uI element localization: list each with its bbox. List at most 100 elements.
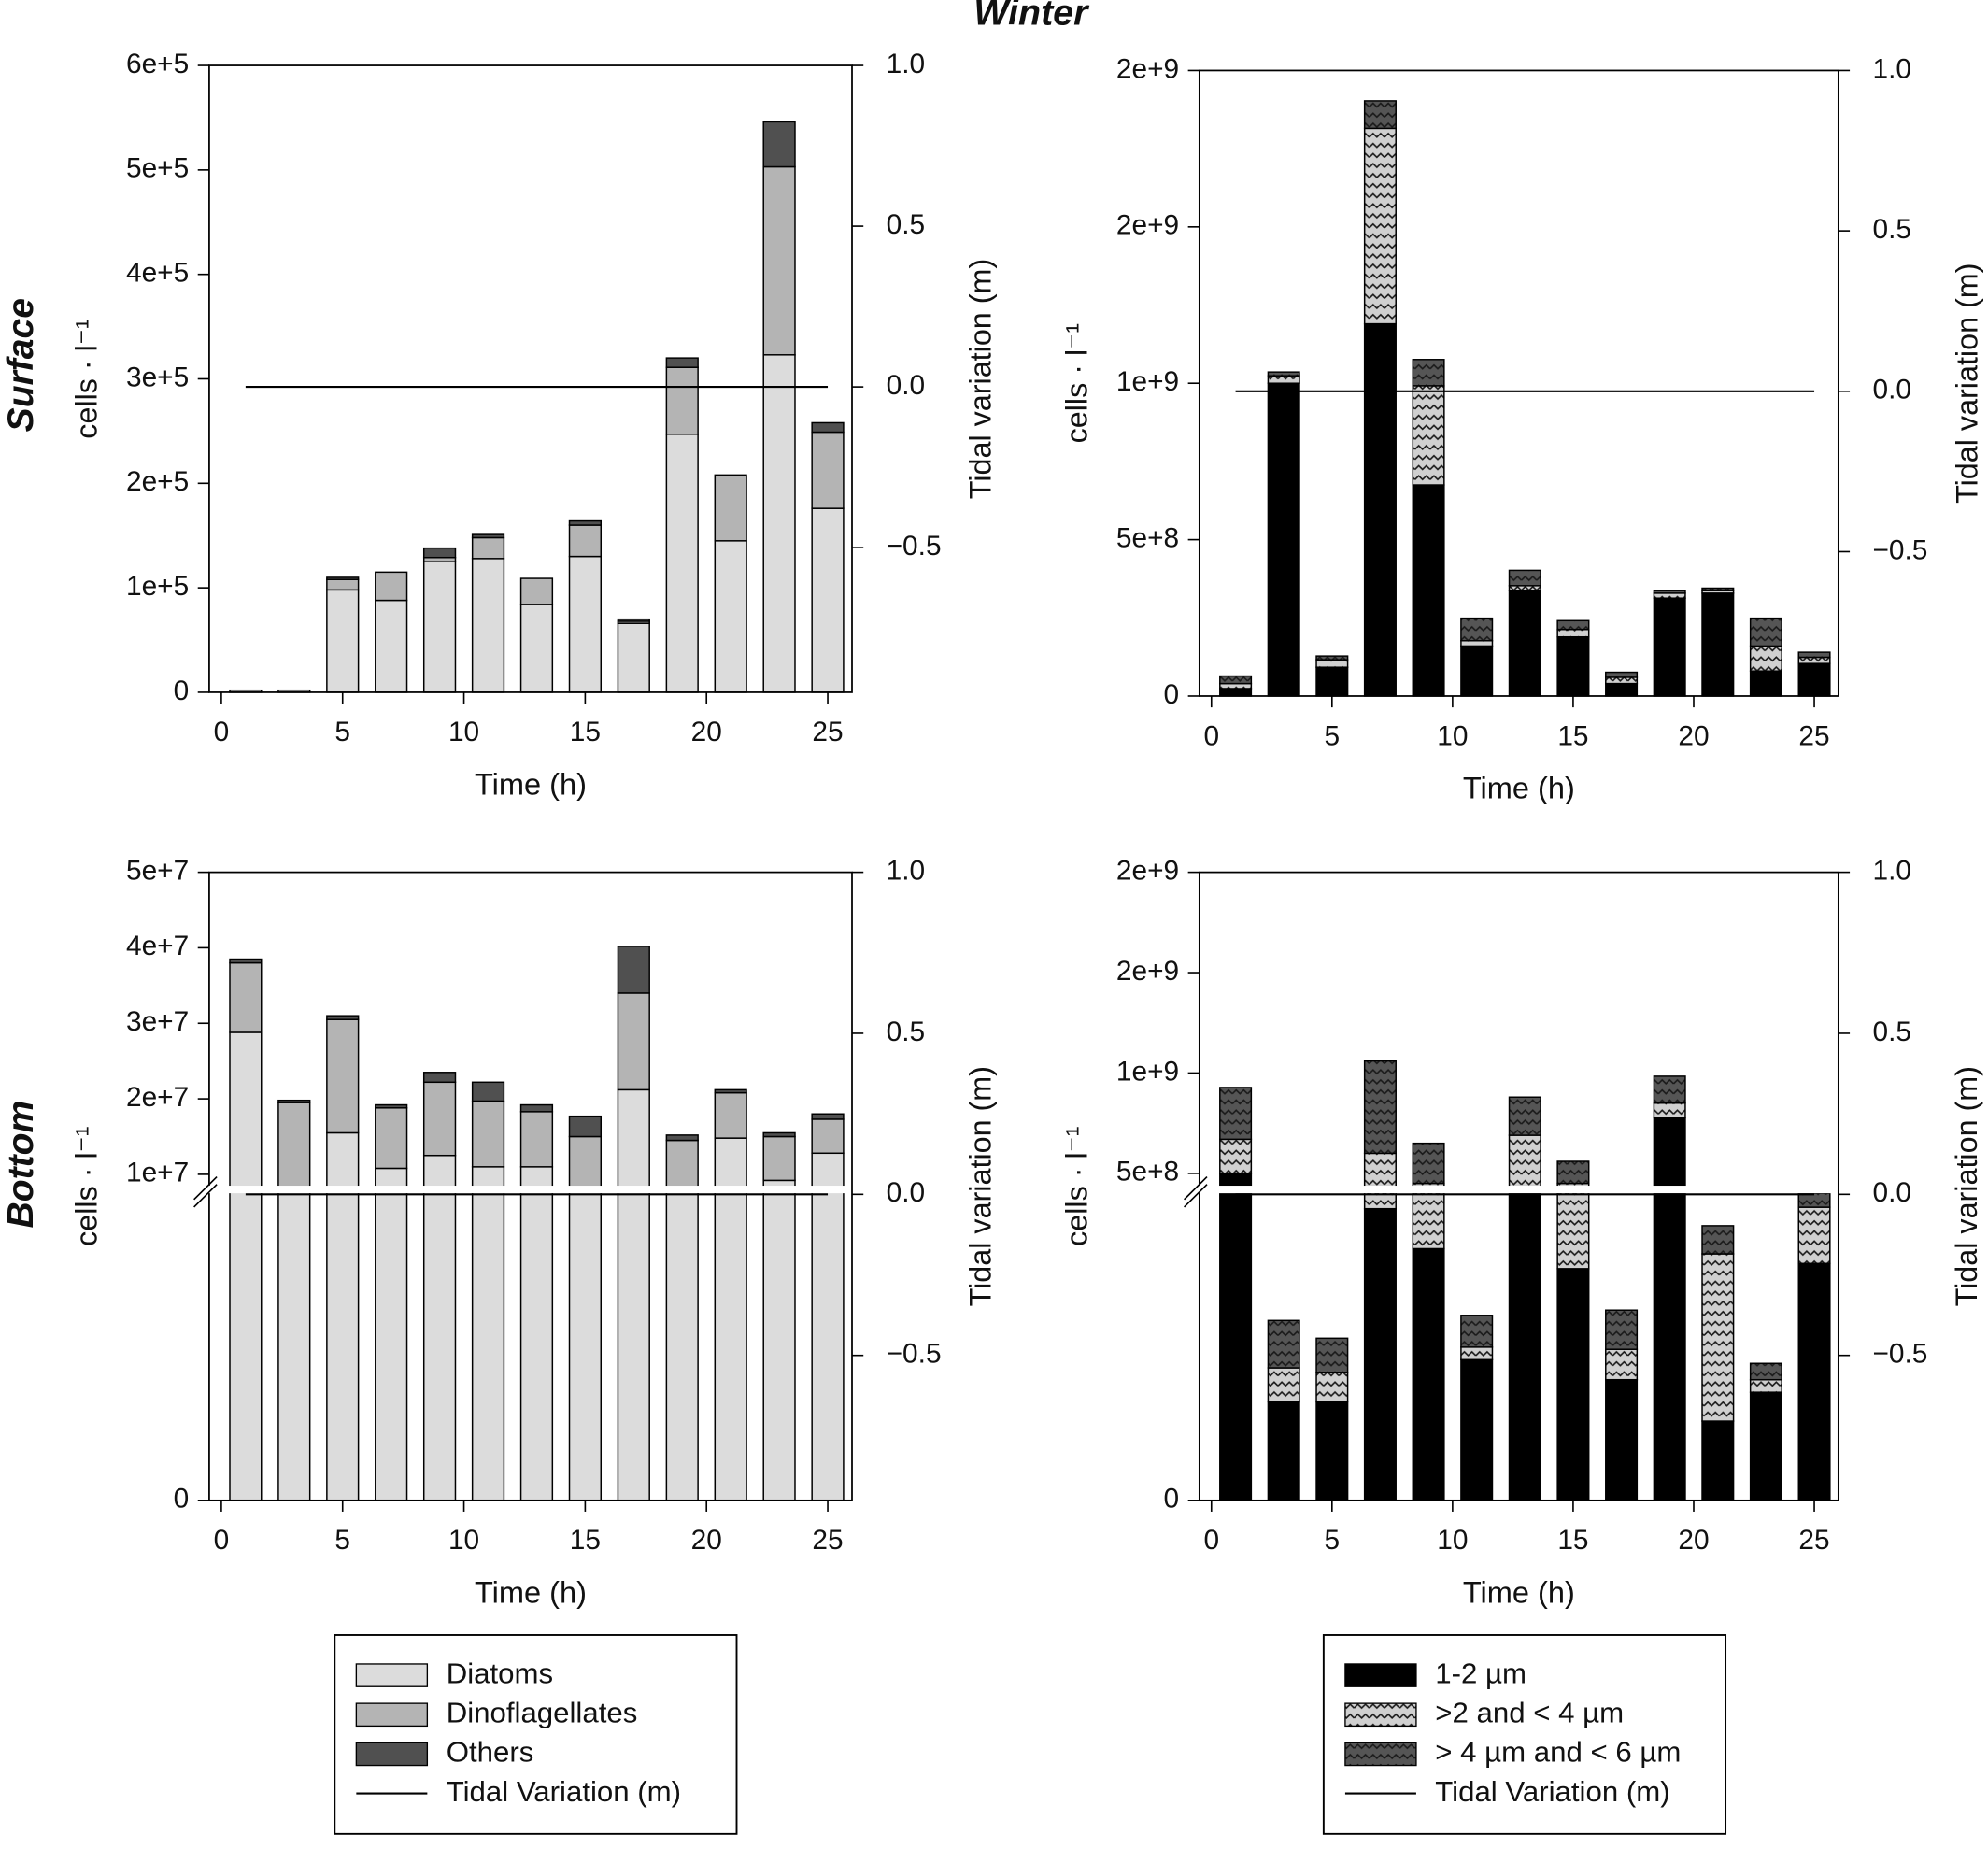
bar-segment (471, 536, 505, 560)
bar-segment (277, 1102, 311, 1190)
bar-segment (1412, 1247, 1445, 1501)
y-tick-label: 2e+9 (1116, 53, 1179, 84)
bar-segment (568, 519, 603, 526)
bar-segment (1605, 682, 1639, 697)
bar-segment (1363, 322, 1397, 697)
x-tick-label: 15 (570, 717, 601, 747)
bar-segment (1749, 1391, 1782, 1501)
y2-tick-label: 0.5 (887, 209, 925, 240)
bar-segment (471, 1081, 505, 1102)
bar-segment (617, 618, 650, 622)
x-tick-label: 25 (1798, 720, 1829, 751)
bar-segment (665, 1188, 699, 1501)
bar-segment (326, 576, 360, 580)
bar-segment (1653, 590, 1686, 594)
y2-axis-label: Tidal variation (m) (963, 259, 997, 499)
bar-segment (714, 540, 747, 693)
y2-axis-label: Tidal variation (m) (1950, 263, 1983, 504)
y2-tick-label: 0.0 (1873, 1177, 1911, 1208)
bar-segment (1363, 1207, 1397, 1501)
bar-segment (375, 1167, 408, 1501)
bar-segment (1556, 1182, 1590, 1270)
bar-segment (422, 547, 457, 559)
bar-segment (229, 1031, 263, 1501)
bar-segment (471, 1166, 505, 1501)
bar-segment (617, 992, 650, 1091)
y2-tick-label: 1.0 (1873, 53, 1911, 84)
x-tick-label: 25 (812, 1525, 843, 1556)
bar-segment (519, 1103, 554, 1113)
bar-segment (1508, 1134, 1541, 1190)
bar-segment (1797, 1262, 1831, 1501)
bar-segment (1508, 590, 1541, 697)
bar-segment (1460, 1358, 1494, 1501)
legend-label: Tidal Variation (m) (1435, 1775, 1669, 1808)
bar-segment (811, 1152, 845, 1501)
y2-axis-label: Tidal variation (m) (963, 1066, 997, 1306)
x-tick-label: 5 (334, 1525, 350, 1556)
x-tick-label: 5 (1325, 720, 1341, 751)
y2-tick-label: 1.0 (1873, 856, 1911, 887)
x-tick-label: 20 (1678, 1525, 1709, 1556)
bar-segment (1605, 1309, 1639, 1350)
x-axis-label: Time (h) (1463, 1576, 1575, 1610)
bar-segment (1315, 659, 1349, 668)
y-tick-label: 1e+5 (126, 571, 189, 602)
bar-segment (1267, 382, 1300, 697)
legend-label: 1-2 µm (1435, 1657, 1526, 1689)
bar-segment (568, 1135, 603, 1190)
axis-break (1184, 1186, 1838, 1194)
bar-segment (1605, 1348, 1639, 1381)
bar-segment (665, 366, 699, 435)
x-tick-label: 10 (1437, 1525, 1468, 1556)
y2-tick-label: 0.5 (887, 1017, 925, 1047)
y-tick-label: 6e+5 (126, 49, 189, 79)
bar-segment (714, 1088, 747, 1094)
y2-tick-label: 1.0 (887, 49, 925, 79)
bar-segment (811, 1113, 845, 1120)
y-tick-label: 1e+9 (1116, 366, 1179, 397)
bar-segment (1219, 1087, 1253, 1141)
bar-segment (1363, 1060, 1397, 1155)
x-tick-label: 0 (1203, 720, 1219, 751)
y-axis-label: cells · l⁻¹ (70, 319, 104, 439)
legend-label: >2 and < 4 µm (1435, 1697, 1624, 1729)
x-tick-label: 20 (691, 717, 722, 747)
bar-segment (1315, 1372, 1349, 1403)
row-label: Bottom (1, 1101, 41, 1229)
bar-segment (811, 431, 845, 509)
bar-segment (1460, 617, 1494, 642)
bar-segment (665, 1139, 699, 1190)
bar-segment (422, 1081, 457, 1157)
figure-title: Winter (973, 0, 1090, 33)
bar-segment (326, 589, 360, 693)
bar-segment (1797, 662, 1831, 697)
bar-segment (617, 946, 650, 994)
bar-segment (1749, 1362, 1782, 1381)
bar-segment (811, 1118, 845, 1155)
bar-segment (762, 354, 796, 693)
y2-tick-label: 0.5 (1873, 1017, 1911, 1047)
x-tick-label: 10 (1437, 720, 1468, 751)
bar-segment (1267, 1401, 1300, 1501)
y-tick-label: 3e+7 (126, 1006, 189, 1037)
bar-segment (1797, 651, 1831, 659)
legend-swatch (1344, 1663, 1417, 1687)
bar-segment (1315, 655, 1349, 661)
y-tick-label: 5e+5 (126, 153, 189, 184)
x-axis-label: Time (h) (475, 768, 587, 802)
bar-segment (1653, 1075, 1686, 1104)
bar-segment (1797, 656, 1831, 664)
bar-segment (326, 1018, 360, 1134)
x-tick-label: 25 (812, 717, 843, 747)
x-tick-label: 5 (334, 717, 350, 747)
break-mark (1183, 1176, 1208, 1201)
y-tick-label: 4e+5 (126, 258, 189, 289)
x-tick-label: 5 (1325, 1525, 1341, 1556)
bar-segment (1749, 670, 1782, 697)
x-axis-label: Time (h) (1463, 772, 1575, 805)
bar-segment (617, 1088, 650, 1501)
bar-segment (1412, 385, 1445, 486)
